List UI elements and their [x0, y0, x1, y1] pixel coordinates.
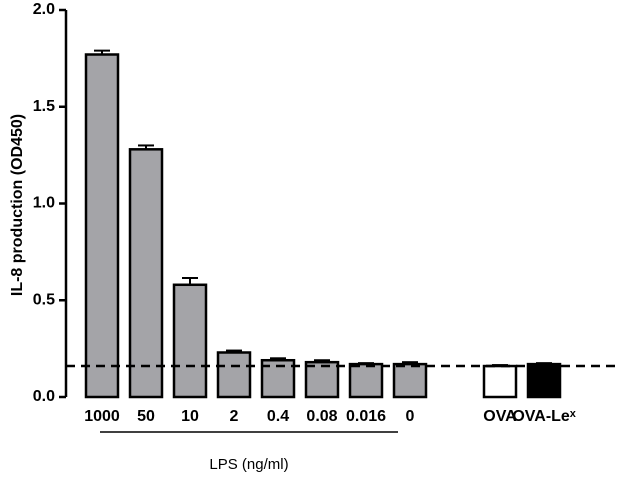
bar: [348, 362, 384, 399]
y-tick-label: 2.0: [33, 1, 55, 18]
y-tick-label: 1.0: [33, 195, 55, 212]
x-tick-label: OVA-Leˣ: [512, 408, 575, 425]
y-axis-label: IL-8 production (OD450): [9, 114, 26, 296]
x-tick-label: 0.08: [306, 408, 337, 425]
x-tick-label: 0: [406, 408, 415, 425]
bar: [304, 360, 340, 399]
group-label: LPS (ng/ml): [209, 456, 288, 473]
bar: [172, 283, 208, 399]
x-tick-label: 2: [230, 408, 239, 425]
x-tick-label: OVA: [483, 408, 517, 425]
y-tick-label: 1.5: [33, 98, 55, 115]
x-tick-label: 1000: [84, 408, 120, 425]
bar: [216, 351, 252, 399]
x-tick-label: 10: [181, 408, 199, 425]
x-tick-label: 0.4: [267, 408, 289, 425]
bar: [84, 53, 120, 399]
bar: [526, 362, 562, 399]
x-tick-label: 0.016: [346, 408, 386, 425]
x-tick-label: 50: [137, 408, 155, 425]
y-tick-label: 0.5: [33, 291, 55, 308]
bar: [128, 148, 164, 399]
bar: [482, 364, 518, 399]
bar: [392, 362, 428, 399]
y-tick-label: 0.0: [33, 388, 55, 405]
